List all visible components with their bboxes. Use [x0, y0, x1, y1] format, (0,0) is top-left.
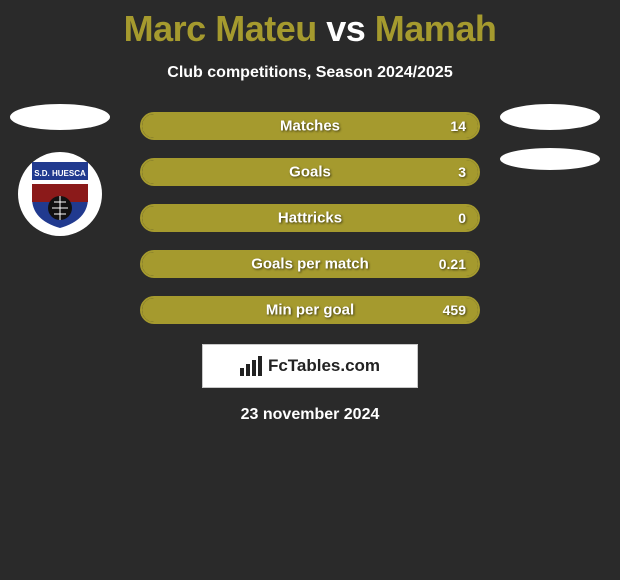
- stat-value: 14: [450, 118, 466, 134]
- vs-separator: vs: [326, 8, 365, 49]
- stat-row-goals: Goals 3: [140, 158, 480, 186]
- stat-value: 3: [458, 164, 466, 180]
- player1-photo-placeholder: [10, 104, 110, 130]
- brand-badge: FcTables.com: [202, 344, 418, 388]
- stat-label: Hattricks: [278, 210, 342, 227]
- bars-icon: [240, 356, 262, 376]
- stat-label: Goals: [289, 164, 331, 181]
- stat-value: 0: [458, 210, 466, 226]
- player1-club-badge: S.D. HUESCA: [18, 152, 102, 236]
- stat-label: Goals per match: [251, 256, 369, 273]
- stat-row-min-per-goal: Min per goal 459: [140, 296, 480, 324]
- player1-name: Marc Mateu: [124, 8, 317, 49]
- page-title: Marc Mateu vs Mamah: [0, 0, 620, 50]
- stat-label: Min per goal: [266, 302, 354, 319]
- comparison-content: S.D. HUESCA Matches 14 Goals 3 Hattricks…: [0, 112, 620, 424]
- stat-value: 0.21: [439, 256, 466, 272]
- player2-club-placeholder: [500, 148, 600, 170]
- player2-photo-placeholder: [500, 104, 600, 130]
- subtitle: Club competitions, Season 2024/2025: [0, 64, 620, 82]
- date-text: 23 november 2024: [0, 406, 620, 424]
- stat-value: 459: [443, 302, 466, 318]
- stat-row-matches: Matches 14: [140, 112, 480, 140]
- brand-text: FcTables.com: [268, 356, 380, 376]
- stats-bars: Matches 14 Goals 3 Hattricks 0 Goals per…: [140, 112, 480, 324]
- right-column: [500, 104, 600, 170]
- stat-label: Matches: [280, 118, 340, 135]
- huesca-shield-icon: S.D. HUESCA: [28, 158, 92, 230]
- svg-text:S.D. HUESCA: S.D. HUESCA: [34, 169, 86, 178]
- left-column: S.D. HUESCA: [10, 104, 110, 236]
- player2-name: Mamah: [375, 8, 497, 49]
- stat-row-goals-per-match: Goals per match 0.21: [140, 250, 480, 278]
- stat-row-hattricks: Hattricks 0: [140, 204, 480, 232]
